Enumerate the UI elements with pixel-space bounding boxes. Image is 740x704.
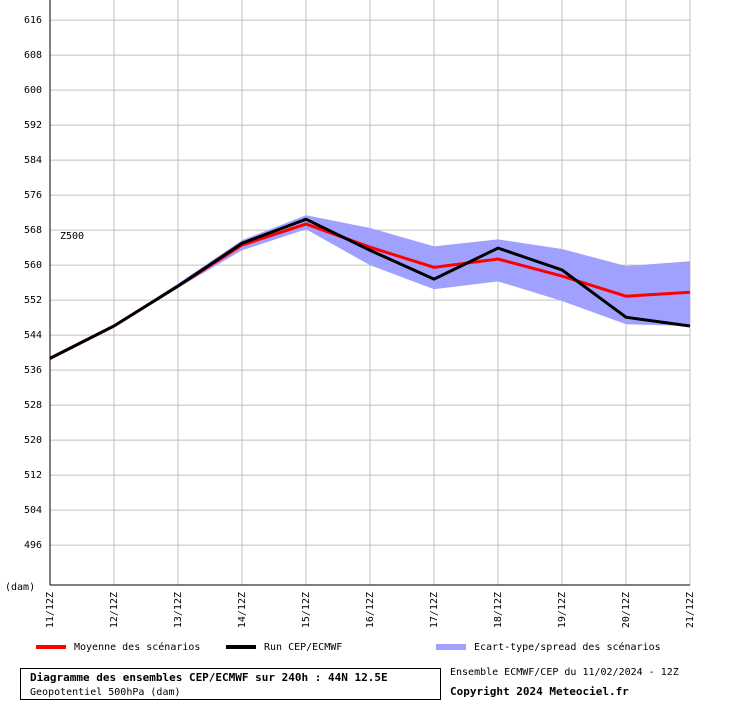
footer-title: Diagramme des ensembles CEP/ECMWF sur 24… [30, 671, 388, 684]
x-tick-label: 11/12Z [45, 592, 56, 628]
run-info: Ensemble ECMWF/CEP du 11/02/2024 - 12Z [450, 667, 679, 678]
legend-label: Moyenne des scénarios [74, 641, 200, 653]
x-tick-label: 21/12Z [685, 592, 696, 628]
y-tick-label: 528 [24, 400, 42, 411]
y-tick-label: 520 [24, 435, 42, 446]
y-tick-label: 544 [24, 330, 42, 341]
legend-label: Ecart-type/spread des scénarios [474, 641, 661, 653]
spread-band [50, 215, 690, 359]
x-tick-label: 13/12Z [173, 592, 184, 628]
x-tick-label: 18/12Z [493, 592, 504, 628]
y-tick-label: 560 [24, 260, 42, 271]
legend-label: Run CEP/ECMWF [264, 642, 342, 653]
y-tick-label: 536 [24, 365, 42, 376]
copyright: Copyright 2024 Meteociel.fr [450, 685, 629, 698]
y-axis-label: (dam) [5, 582, 35, 593]
x-tick-label: 20/12Z [621, 592, 632, 628]
y-tick-label: 568 [24, 225, 42, 236]
y-tick-label: 552 [24, 295, 42, 306]
x-tick-label: 14/12Z [237, 592, 248, 628]
annotation: Z500 [60, 231, 84, 242]
y-tick-label: 616 [24, 15, 42, 26]
x-tick-label: 16/12Z [365, 592, 376, 628]
y-tick-label: 584 [24, 155, 42, 166]
y-tick-label: 504 [24, 505, 42, 516]
x-tick-label: 12/12Z [109, 592, 120, 628]
y-tick-label: 576 [24, 190, 42, 201]
x-tick-label: 17/12Z [429, 592, 440, 628]
y-tick-label: 496 [24, 540, 42, 551]
y-tick-label: 592 [24, 120, 42, 131]
y-tick-label: 608 [24, 50, 42, 61]
x-tick-label: 15/12Z [301, 592, 312, 628]
y-tick-label: 512 [24, 470, 42, 481]
y-tick-label: 600 [24, 85, 42, 96]
x-tick-label: 19/12Z [557, 592, 568, 628]
line [49, 217, 691, 360]
footer-subtitle: Geopotentiel 500hPa (dam) [30, 687, 181, 698]
